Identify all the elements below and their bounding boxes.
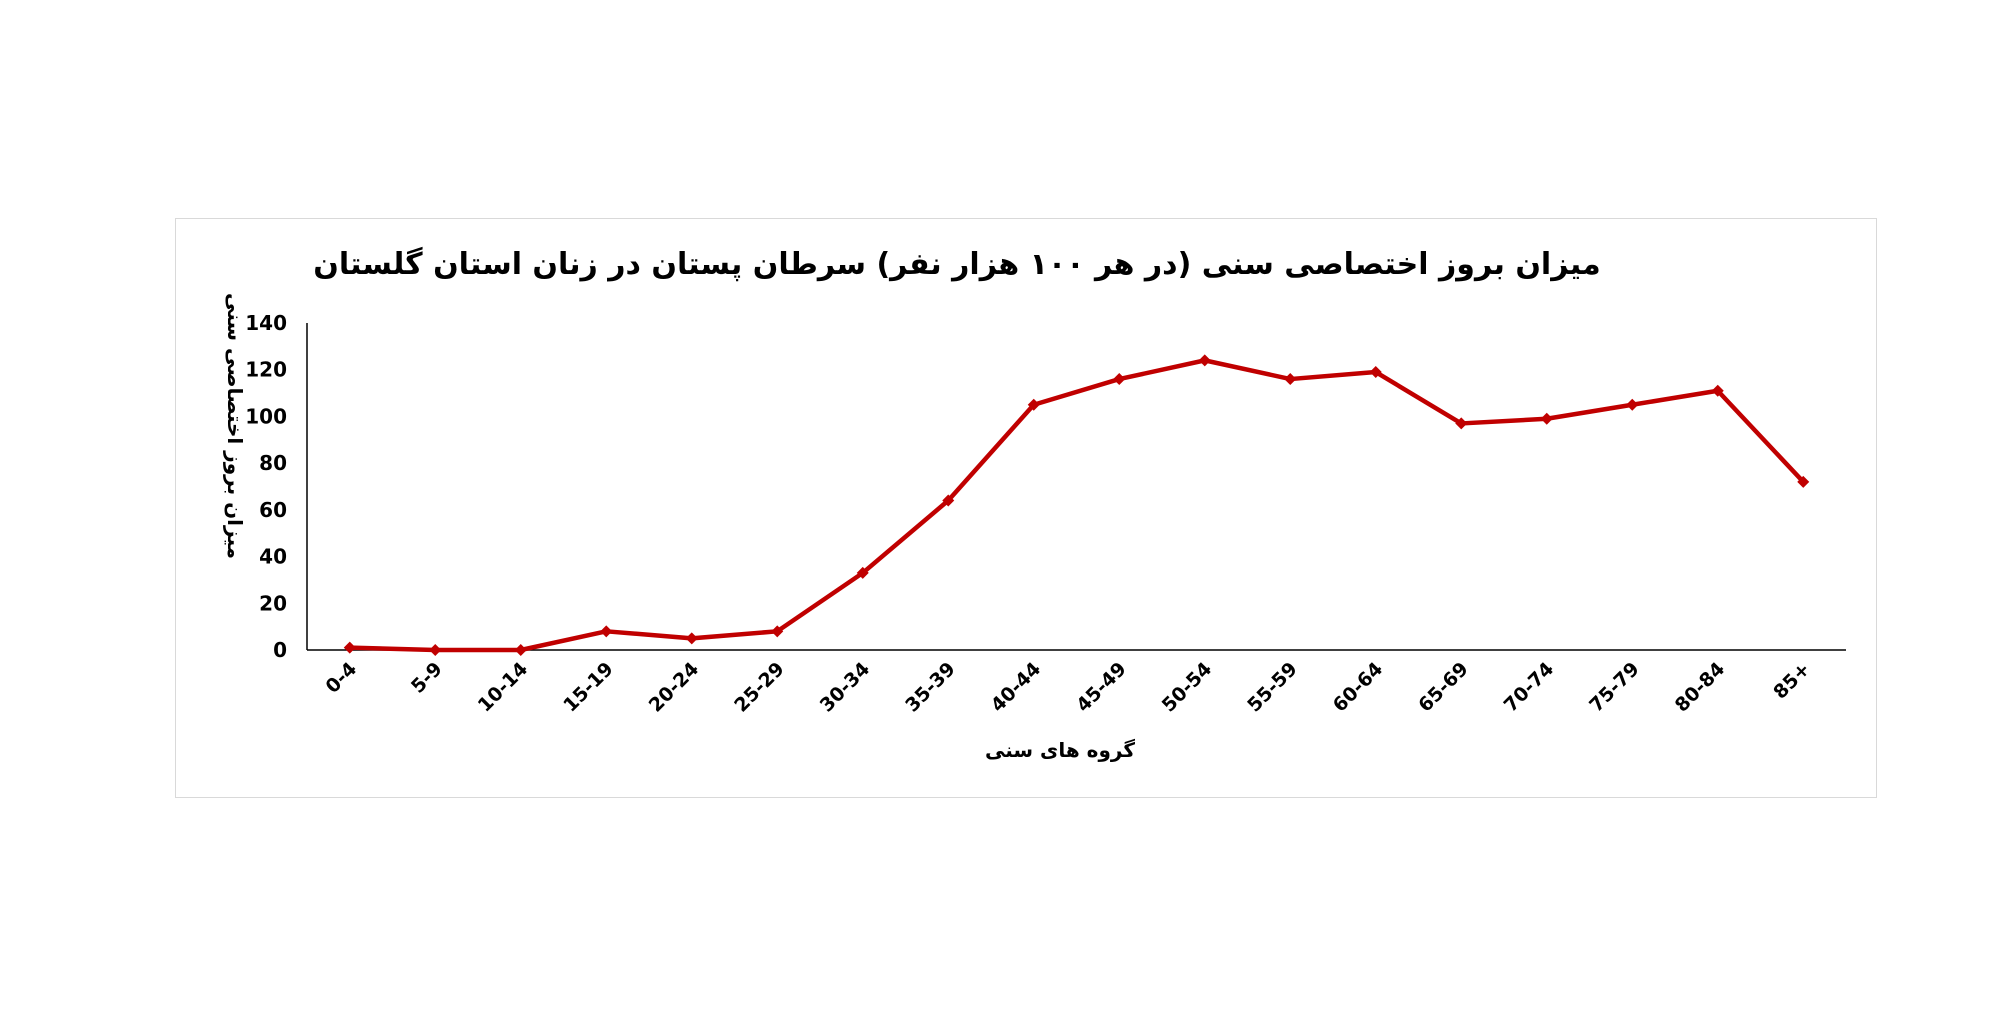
data-point [942,494,955,507]
data-point [1027,398,1040,411]
x-tick-label: 0-4 [321,658,361,698]
y-tick-label: 100 [245,404,287,428]
x-tick-label: 5-9 [407,658,447,698]
y-axis-title: میزان بروز اختصاصی سنی [223,293,247,559]
chart-title: میزان بروز اختصاصی سنی (در هر ۱۰۰ هزار ن… [313,246,1600,282]
x-tick-label: 80-84 [1671,658,1730,717]
x-tick-label: 15-19 [559,658,618,717]
data-point [429,644,442,656]
data-point [856,566,869,579]
x-tick-label: 70-74 [1500,658,1559,717]
data-point [1540,412,1553,425]
data-point [1284,373,1297,386]
data-point [1113,373,1126,386]
y-tick-label: 40 [259,545,287,569]
x-tick-label: 55-59 [1243,658,1302,717]
x-tick-label: 40-44 [987,658,1046,717]
data-point [1626,398,1639,411]
y-tick-label: 20 [259,591,287,615]
x-tick-label: 30-34 [816,658,875,717]
data-point [1198,354,1211,367]
y-axis-ticks: 0 20 40 60 80 100 120 140 [245,311,287,662]
series-line [349,358,1805,653]
data-point [1455,417,1468,430]
x-tick-label: 50-54 [1158,658,1217,717]
x-axis-title: گروه های سنی [985,738,1135,762]
data-point [600,625,613,638]
data-point [1369,366,1382,379]
x-axis-ticks: 0-4 5-9 10-14 15-19 20-24 25-29 30-34 35-39 40-4… [321,658,1814,717]
line-chart: میزان بروز اختصاصی سنی (در هر ۱۰۰ هزار ن… [223,246,1846,762]
x-tick-label: 65-69 [1414,658,1473,717]
data-point [514,644,527,656]
x-tick-label: 45-49 [1072,658,1131,717]
data-point [1711,384,1724,397]
x-tick-label: 85+ [1769,658,1815,704]
y-tick-label: 80 [259,451,287,475]
x-tick-label: 10-14 [474,658,533,717]
y-tick-label: 120 [245,358,287,382]
y-tick-label: 0 [273,638,287,662]
y-tick-label: 140 [245,311,287,335]
data-point [771,625,784,638]
x-tick-label: 75-79 [1585,658,1644,717]
chart-frame: میزان بروز اختصاصی سنی (در هر ۱۰۰ هزار ن… [175,218,1877,798]
series-markers [343,354,1810,656]
x-tick-label: 20-24 [645,658,704,717]
data-point [685,632,698,645]
y-tick-label: 60 [259,498,287,522]
data-point [343,641,356,654]
x-tick-label: 60-64 [1329,658,1388,717]
x-tick-label: 35-39 [901,658,960,717]
data-point [1797,475,1810,488]
x-tick-label: 25-29 [730,658,789,717]
